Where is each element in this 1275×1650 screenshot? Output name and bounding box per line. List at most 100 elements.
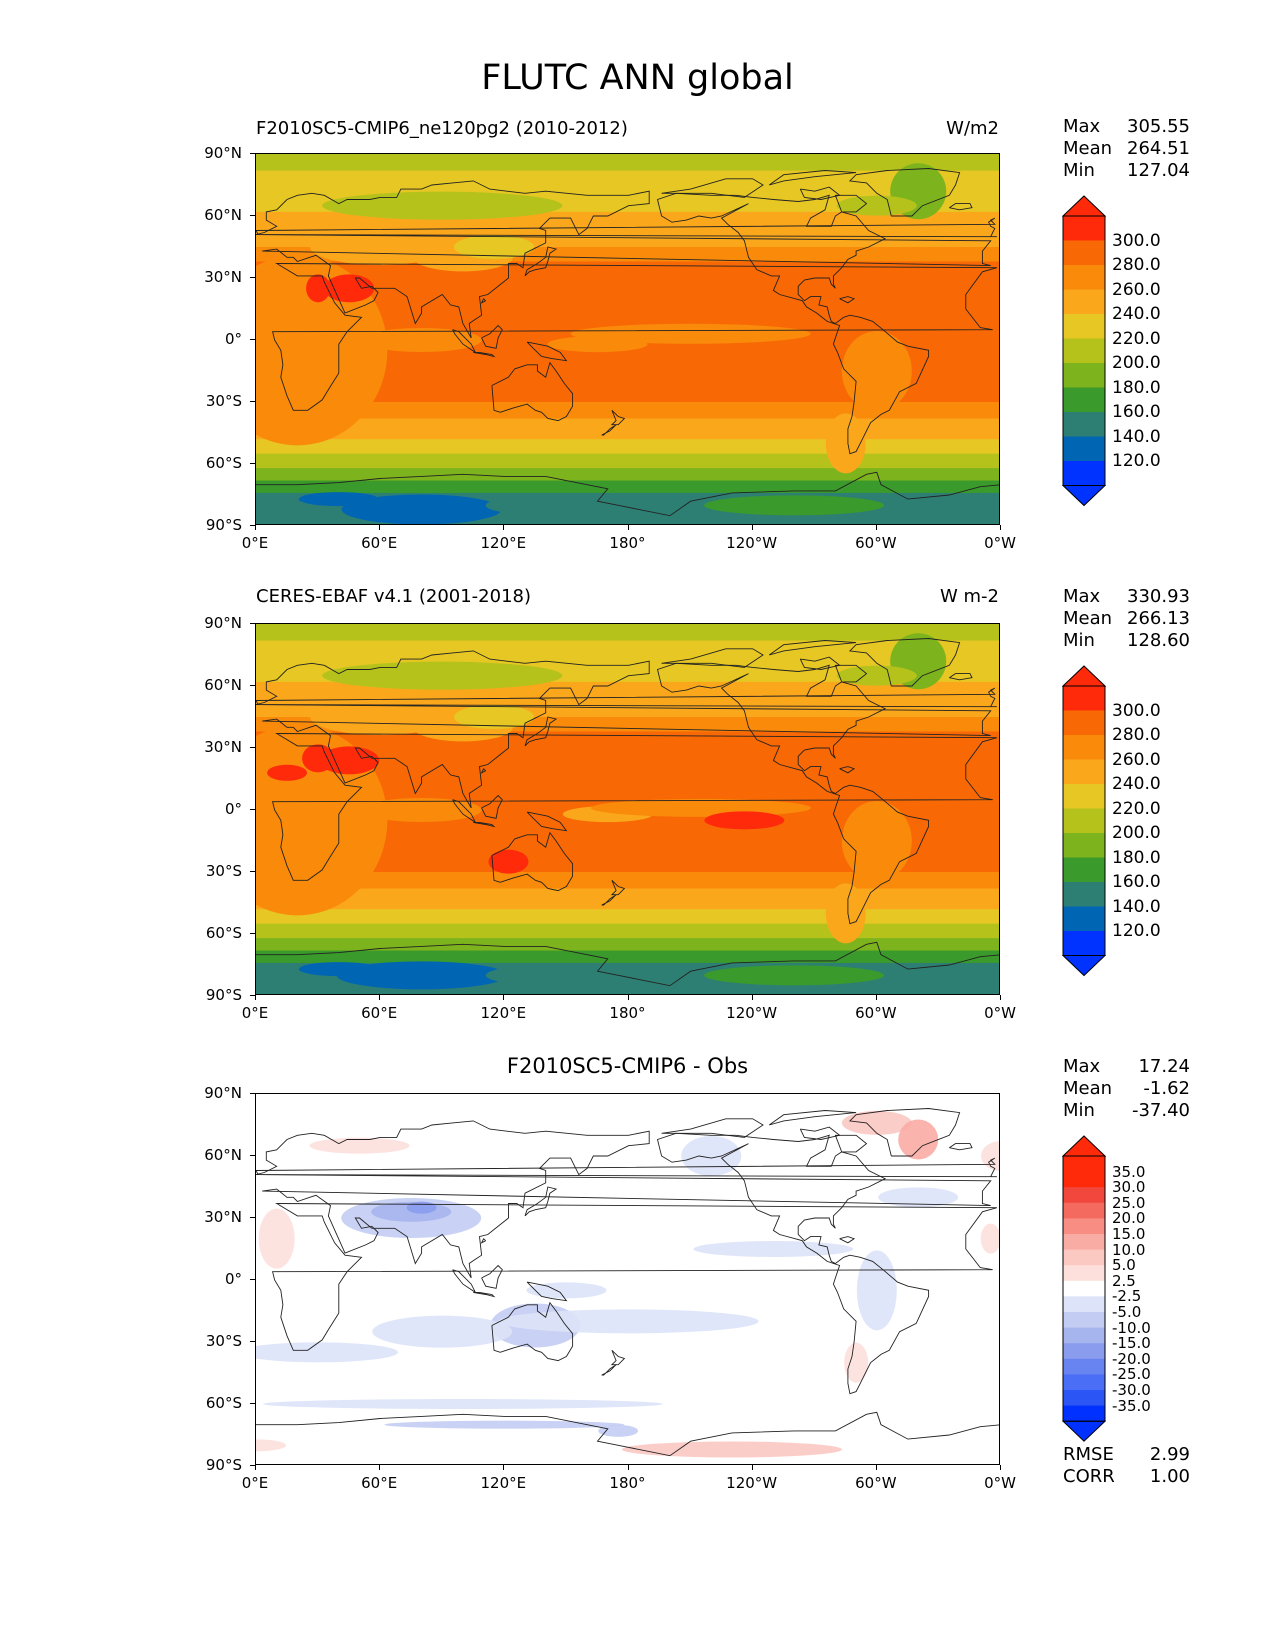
coastline bbox=[610, 409, 626, 426]
coastline bbox=[768, 170, 857, 186]
colorbar-segment bbox=[1063, 759, 1105, 785]
lat-tick bbox=[250, 339, 255, 340]
lon-tick-label: 60°W bbox=[855, 1004, 897, 1022]
coastline bbox=[839, 296, 856, 304]
lat-tick-label: 90°S bbox=[205, 516, 242, 534]
coastline bbox=[601, 424, 617, 436]
colorbar-tick-label: 300.0 bbox=[1112, 700, 1161, 721]
lon-tick-label: 60°W bbox=[855, 1474, 897, 1492]
field-region bbox=[324, 274, 375, 303]
colorbar-tick-label: 10.0 bbox=[1112, 1240, 1146, 1259]
coastline bbox=[768, 1110, 857, 1126]
lat-tick-label: 90°N bbox=[204, 1084, 242, 1102]
colorbar-segment bbox=[1063, 1218, 1105, 1235]
colorbar-segment bbox=[1063, 1156, 1105, 1172]
colorbar-tick-label: 300.0 bbox=[1112, 230, 1161, 251]
lat-tick-label: 30°S bbox=[205, 1332, 242, 1350]
lon-tick bbox=[379, 1465, 381, 1470]
coastline bbox=[491, 1301, 574, 1362]
diff-region bbox=[878, 1187, 959, 1208]
coastline bbox=[256, 941, 999, 987]
colorbar-tick-label: -5.0 bbox=[1112, 1303, 1142, 1321]
field-region bbox=[263, 396, 312, 417]
lon-tick-label: 0°W bbox=[984, 1474, 1016, 1492]
lat-tick bbox=[250, 809, 255, 810]
field-band bbox=[256, 402, 999, 420]
field-region bbox=[485, 495, 606, 516]
colorbar-tick-label: 120.0 bbox=[1112, 451, 1161, 471]
colorbar-segment bbox=[1063, 1358, 1105, 1375]
lon-tick-label: 180° bbox=[609, 1474, 646, 1492]
field-band bbox=[256, 888, 999, 910]
lon-tick bbox=[255, 525, 256, 530]
diff-region bbox=[621, 1441, 842, 1458]
coastline bbox=[768, 640, 857, 656]
panel-title: CERES-EBAF v4.1 (2001-2018) bbox=[256, 586, 532, 607]
colorbar-segment bbox=[1063, 1187, 1105, 1204]
diff-region bbox=[309, 1137, 410, 1154]
lon-tick bbox=[751, 995, 753, 1000]
colorbar-tick-label: 180.0 bbox=[1112, 377, 1161, 398]
colorbar-frame bbox=[1062, 215, 1106, 486]
lat-tick-label: 90°S bbox=[205, 986, 242, 1004]
lon-tick-label: 180° bbox=[609, 1004, 646, 1022]
coastline bbox=[481, 324, 503, 349]
field-band bbox=[256, 418, 999, 440]
lat-tick bbox=[250, 1217, 255, 1218]
field-band bbox=[256, 923, 999, 939]
colorbar-segment bbox=[1063, 1343, 1105, 1360]
lat-tick-label: 60°S bbox=[205, 454, 242, 472]
diff-region bbox=[693, 1241, 854, 1257]
panel-title: F2010SC5-CMIP6_ne120pg2 (2010-2012) bbox=[256, 118, 628, 139]
metric-rmse-value: 2.99 bbox=[1149, 1444, 1190, 1465]
metrics-block: RMSE 2.99 CORR 1.00 bbox=[1063, 1444, 1190, 1488]
lon-tick-label: 60°E bbox=[361, 1004, 398, 1022]
colorbar-tick-label: 120.0 bbox=[1112, 921, 1161, 941]
stat-min-label: Min bbox=[1063, 160, 1095, 181]
field-region bbox=[704, 495, 885, 516]
colorbar-segment bbox=[1063, 906, 1105, 932]
colorbar-tick-label: 220.0 bbox=[1112, 798, 1161, 819]
lon-tick bbox=[627, 525, 629, 530]
colorbar-segment bbox=[1063, 265, 1105, 290]
colorbar-segment bbox=[1063, 735, 1105, 760]
colorbar-tick-label: -30.0 bbox=[1112, 1381, 1151, 1399]
lon-tick-label: 120°E bbox=[480, 1004, 527, 1022]
colorbar-frame bbox=[1062, 1155, 1106, 1422]
field-region bbox=[704, 811, 785, 830]
lon-tick-label: 0°E bbox=[241, 534, 269, 552]
colorbar-extend-min bbox=[1061, 485, 1107, 507]
field-region bbox=[336, 961, 507, 990]
metric-corr-value: 1.00 bbox=[1149, 1466, 1190, 1487]
coastline bbox=[848, 638, 961, 687]
colorbar-segment bbox=[1063, 1327, 1105, 1344]
lon-tick bbox=[255, 995, 256, 1000]
lon-tick bbox=[751, 1465, 753, 1470]
lat-tick-label: 0° bbox=[224, 1270, 242, 1288]
coastline bbox=[473, 821, 496, 828]
coastline bbox=[272, 733, 998, 881]
coastline bbox=[256, 1120, 992, 1279]
colorbar-tick-label: -10.0 bbox=[1112, 1318, 1151, 1337]
coastline bbox=[272, 1203, 998, 1351]
field-region bbox=[825, 883, 866, 944]
lat-tick-label: 90°N bbox=[204, 614, 242, 632]
colorbar-extend-max bbox=[1061, 665, 1107, 687]
stat-min-label: Min bbox=[1063, 630, 1095, 651]
lat-tick bbox=[250, 1093, 255, 1094]
field-band bbox=[256, 938, 999, 952]
field-band bbox=[256, 154, 999, 172]
coastline bbox=[256, 1157, 997, 1178]
lon-tick-label: 0°E bbox=[241, 1004, 269, 1022]
colorbar-segment bbox=[1063, 710, 1105, 736]
map-obs bbox=[255, 623, 1000, 995]
field-region bbox=[825, 413, 866, 474]
coastline bbox=[481, 794, 503, 819]
coastline bbox=[839, 766, 856, 774]
lat-tick bbox=[250, 525, 255, 526]
lon-tick bbox=[751, 525, 753, 530]
lon-tick bbox=[1000, 995, 1001, 1000]
lon-tick bbox=[503, 995, 505, 1000]
lat-tick-label: 30°S bbox=[205, 392, 242, 410]
lat-tick-label: 90°N bbox=[204, 144, 242, 162]
